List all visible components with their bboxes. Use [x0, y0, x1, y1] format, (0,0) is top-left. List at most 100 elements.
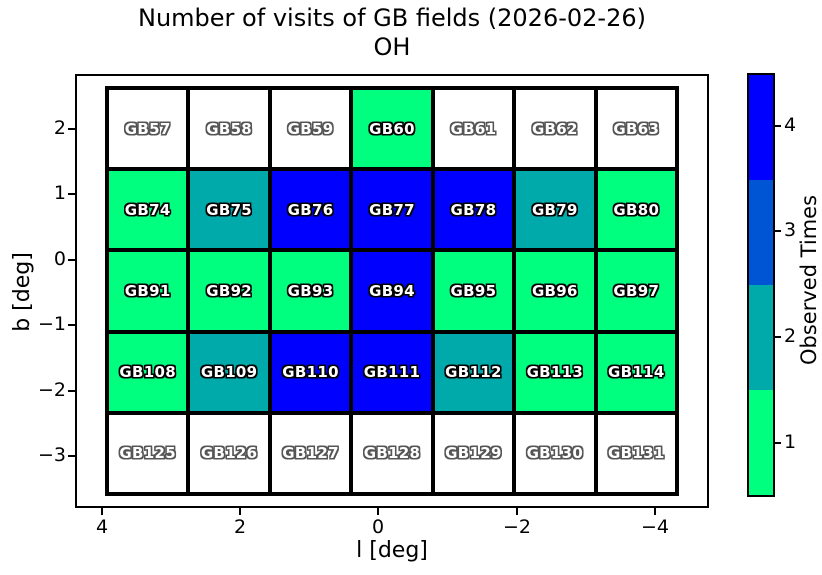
grid-cell-gb93: GB93: [271, 252, 350, 330]
x-tick-label: −2: [502, 516, 531, 538]
colorbar: [747, 73, 775, 497]
colorbar-tick-mark: [775, 230, 781, 232]
grid-cell-gb112: GB112: [434, 333, 513, 411]
y-tick-label: −2: [37, 379, 66, 401]
y-tick-label: 1: [53, 182, 66, 204]
grid-cell-gb92: GB92: [190, 252, 268, 330]
grid-cell-gb131: GB131: [597, 414, 675, 492]
field-label-gb113: GB113: [526, 363, 584, 382]
colorbar-tick-mark: [775, 336, 781, 338]
field-label-gb57: GB57: [124, 119, 171, 138]
field-label-gb127: GB127: [282, 444, 339, 463]
colorbar-tick-label: 3: [784, 219, 797, 241]
field-label-gb75: GB75: [206, 200, 253, 219]
field-label-gb77: GB77: [369, 200, 415, 219]
field-label-gb61: GB61: [450, 119, 497, 138]
y-tick-label: 0: [53, 248, 66, 270]
grid-cell-gb91: GB91: [109, 252, 187, 330]
y-tick-label: 2: [53, 117, 66, 139]
colorbar-segment-2: [749, 285, 773, 390]
grid-cell-gb109: GB109: [190, 333, 268, 411]
x-axis-label: l [deg]: [356, 538, 428, 563]
field-label-gb59: GB59: [287, 119, 334, 138]
chart-title-line2: OH: [373, 33, 411, 61]
grid-cell-gb61: GB61: [434, 90, 513, 168]
chart-title-line1: Number of visits of GB fields (2026-02-2…: [138, 4, 646, 32]
y-tick-label: −1: [37, 313, 66, 335]
colorbar-tick-label: 4: [784, 114, 797, 136]
grid-cell-gb59: GB59: [271, 90, 350, 168]
grid-cell-gb76: GB76: [271, 171, 350, 249]
x-tick-mark: [101, 508, 103, 515]
grid-cell-gb127: GB127: [271, 414, 350, 492]
field-label-gb60: GB60: [369, 119, 415, 138]
field-grid: GB57 GB58 GB59 GB60 GB61 GB62 GB63 GB74 GB75 GB76…: [105, 86, 679, 496]
field-label-gb125: GB125: [119, 444, 176, 463]
field-label-gb62: GB62: [531, 119, 578, 138]
grid-cell-gb96: GB96: [516, 252, 594, 330]
field-label-gb80: GB80: [613, 200, 660, 219]
grid-cell-gb126: GB126: [190, 414, 268, 492]
grid-cell-gb77: GB77: [353, 171, 431, 249]
x-tick-mark: [377, 508, 379, 515]
y-tick-mark: [68, 324, 75, 326]
field-label-gb95: GB95: [450, 281, 497, 300]
y-tick-label: −3: [37, 444, 66, 466]
grid-cell-gb74: GB74: [109, 171, 187, 249]
field-label-gb126: GB126: [200, 444, 258, 463]
field-label-gb114: GB114: [608, 363, 665, 382]
grid-cell-gb57: GB57: [109, 90, 187, 168]
y-tick-mark: [68, 193, 75, 195]
colorbar-tick-label: 2: [784, 325, 797, 347]
field-label-gb112: GB112: [445, 363, 502, 382]
field-label-gb129: GB129: [445, 444, 502, 463]
colorbar-segment-4: [749, 75, 773, 180]
field-label-gb63: GB63: [613, 119, 660, 138]
grid-cell-gb108: GB108: [109, 333, 187, 411]
y-axis-label: b [deg]: [10, 252, 35, 332]
field-label-gb58: GB58: [206, 119, 253, 138]
colorbar-tick-mark: [775, 125, 781, 127]
grid-cell-gb129: GB129: [434, 414, 513, 492]
field-label-gb131: GB131: [608, 444, 665, 463]
x-tick-label: 0: [371, 516, 385, 538]
colorbar-tick-label: 1: [784, 431, 797, 453]
field-label-gb94: GB94: [369, 281, 415, 300]
x-tick-mark: [516, 508, 518, 515]
y-tick-mark: [68, 455, 75, 457]
grid-cell-gb79: GB79: [516, 171, 594, 249]
field-label-gb76: GB76: [287, 200, 334, 219]
field-label-gb93: GB93: [287, 281, 334, 300]
grid-cell-gb128: GB128: [353, 414, 431, 492]
x-tick-mark: [654, 508, 656, 515]
field-label-gb96: GB96: [531, 281, 578, 300]
field-label-gb130: GB130: [526, 444, 584, 463]
field-label-gb74: GB74: [124, 200, 171, 219]
grid-cell-gb97: GB97: [597, 252, 675, 330]
field-label-gb110: GB110: [282, 363, 339, 382]
x-tick-label: 2: [233, 516, 247, 538]
grid-cell-gb111: GB111: [353, 333, 431, 411]
grid-cell-gb95: GB95: [434, 252, 513, 330]
grid-cell-gb62: GB62: [516, 90, 594, 168]
field-label-gb109: GB109: [200, 363, 258, 382]
grid-cell-gb63: GB63: [597, 90, 675, 168]
field-label-gb92: GB92: [206, 281, 253, 300]
grid-cell-gb110: GB110: [271, 333, 350, 411]
colorbar-segment-1: [749, 390, 773, 495]
x-tick-label: −4: [640, 516, 669, 538]
field-label-gb91: GB91: [124, 281, 171, 300]
grid-cell-gb60: GB60: [353, 90, 431, 168]
grid-cell-gb130: GB130: [516, 414, 594, 492]
field-label-gb79: GB79: [531, 200, 578, 219]
grid-cell-gb75: GB75: [190, 171, 268, 249]
grid-cell-gb78: GB78: [434, 171, 513, 249]
grid-cell-gb113: GB113: [516, 333, 594, 411]
y-tick-mark: [68, 390, 75, 392]
x-tick-mark: [239, 508, 241, 515]
field-label-gb108: GB108: [119, 363, 176, 382]
colorbar-segment-3: [749, 180, 773, 285]
field-label-gb78: GB78: [450, 200, 497, 219]
grid-cell-gb80: GB80: [597, 171, 675, 249]
